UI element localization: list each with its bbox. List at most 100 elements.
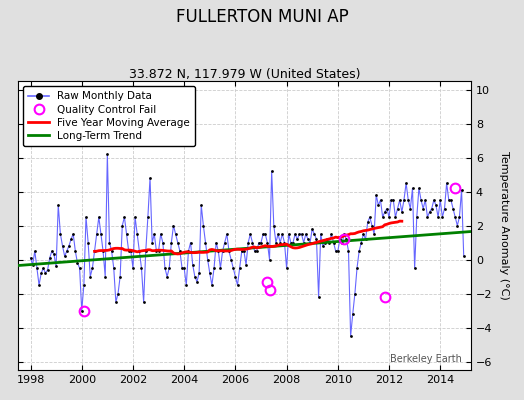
Point (442, 180, 451, 186)
Point (357, 239, 365, 246)
Point (199, 222, 208, 229)
Point (73, 260, 82, 266)
Point (285, 231, 293, 237)
Point (436, 197, 444, 203)
Point (314, 294, 323, 300)
Point (344, 248, 353, 254)
Point (319, 243, 327, 249)
Point (180, 265, 188, 271)
Point (306, 239, 314, 246)
Point (184, 248, 193, 254)
Point (402, 180, 410, 186)
Point (223, 231, 231, 237)
Point (173, 239, 182, 246)
Title: 33.872 N, 117.979 W (United States): 33.872 N, 117.979 W (United States) (128, 68, 360, 81)
Point (35, 282, 43, 288)
Point (444, 197, 453, 203)
Point (28, 262, 37, 268)
Point (297, 231, 305, 237)
Point (282, 265, 291, 271)
Point (457, 187, 466, 193)
Point (368, 222, 376, 229)
Point (316, 231, 325, 237)
Point (428, 205, 436, 212)
Point (169, 222, 178, 229)
Point (242, 262, 250, 268)
Point (41, 270, 50, 276)
Point (178, 265, 186, 271)
Point (157, 231, 165, 237)
Point (139, 299, 148, 305)
Point (372, 192, 380, 198)
Point (84, 239, 92, 246)
Point (191, 273, 199, 280)
Point (257, 239, 265, 246)
Point (71, 248, 80, 254)
Point (270, 222, 278, 229)
Point (391, 214, 400, 220)
Point (129, 265, 137, 271)
Point (287, 239, 295, 246)
Point (248, 239, 257, 246)
Point (86, 273, 94, 280)
Text: Berkeley Earth: Berkeley Earth (390, 354, 462, 364)
Point (300, 239, 308, 246)
Point (295, 231, 303, 237)
Point (221, 239, 229, 246)
Point (274, 231, 282, 237)
Point (364, 219, 372, 225)
Point (398, 209, 406, 215)
Point (187, 239, 195, 246)
Point (396, 197, 404, 203)
Point (80, 282, 88, 288)
Point (267, 168, 276, 174)
Point (65, 243, 73, 249)
Point (233, 282, 242, 288)
Point (460, 253, 468, 259)
Point (69, 231, 78, 237)
Point (212, 239, 221, 246)
Point (332, 248, 340, 254)
Point (378, 214, 387, 220)
Point (225, 248, 233, 254)
Point (56, 231, 64, 237)
Point (355, 248, 363, 254)
Point (214, 248, 223, 254)
Point (123, 231, 131, 237)
Point (90, 248, 99, 254)
Point (334, 248, 342, 254)
Point (394, 205, 402, 212)
Point (304, 236, 312, 242)
Point (205, 270, 214, 276)
Point (229, 265, 237, 271)
Point (406, 205, 414, 212)
Point (336, 236, 344, 242)
Point (244, 239, 253, 246)
Point (414, 185, 423, 191)
Point (434, 214, 442, 220)
Point (362, 236, 370, 242)
Text: FULLERTON MUNI AP: FULLERTON MUNI AP (176, 8, 348, 26)
Point (366, 214, 374, 220)
Point (323, 236, 331, 242)
Point (321, 239, 329, 246)
Point (88, 265, 96, 271)
Point (265, 256, 274, 263)
Point (425, 209, 434, 215)
Point (327, 231, 335, 237)
Point (404, 197, 412, 203)
Point (189, 262, 197, 268)
Point (351, 290, 359, 297)
Point (197, 202, 205, 208)
Point (263, 239, 271, 246)
Point (400, 197, 408, 203)
Point (348, 311, 357, 317)
Point (312, 236, 321, 242)
Point (412, 214, 421, 220)
Point (208, 282, 216, 288)
Point (385, 214, 393, 220)
Point (280, 239, 289, 246)
Point (60, 253, 69, 259)
Point (52, 263, 60, 270)
Point (346, 333, 355, 339)
